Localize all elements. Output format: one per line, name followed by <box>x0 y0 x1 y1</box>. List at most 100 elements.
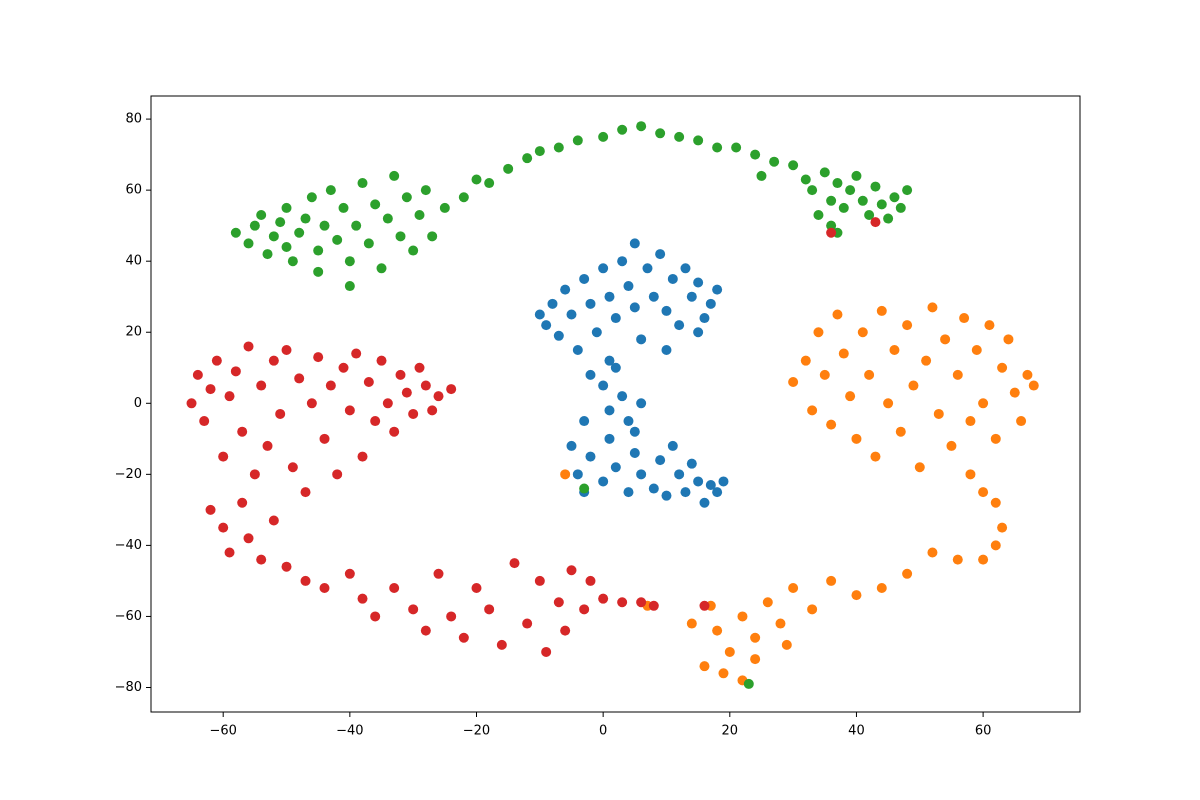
scatter-point <box>484 604 495 615</box>
scatter-point <box>788 160 799 171</box>
scatter-point <box>446 611 457 622</box>
scatter-point <box>420 625 431 636</box>
scatter-point <box>357 178 368 189</box>
scatter-point <box>572 345 583 356</box>
scatter-point <box>598 593 609 604</box>
scatter-point <box>534 146 545 157</box>
x-tick-label: 40 <box>848 724 865 739</box>
scatter-point <box>205 504 216 515</box>
scatter-point <box>541 320 552 331</box>
scatter-point <box>705 479 716 490</box>
scatter-point <box>978 487 989 498</box>
scatter-point <box>889 192 900 203</box>
scatter-point <box>914 462 925 473</box>
scatter-point <box>857 195 868 206</box>
scatter-point <box>363 238 374 249</box>
scatter-point <box>541 646 552 657</box>
scatter-point <box>237 426 248 437</box>
scatter-point <box>566 309 577 320</box>
x-tick-label: 60 <box>975 724 992 739</box>
scatter-point <box>845 391 856 402</box>
scatter-point <box>851 433 862 444</box>
scatter-point <box>338 362 349 373</box>
y-tick-label: −60 <box>115 609 142 624</box>
scatter-point <box>408 604 419 615</box>
scatter-point <box>256 380 267 391</box>
scatter-point <box>876 199 887 210</box>
scatter-point <box>693 327 704 338</box>
scatter-point <box>826 195 837 206</box>
scatter-point <box>819 167 830 178</box>
y-tick-label: 20 <box>125 325 142 340</box>
scatter-point <box>287 256 298 267</box>
scatter-point <box>876 305 887 316</box>
scatter-point <box>870 181 881 192</box>
scatter-point <box>389 170 400 181</box>
scatter-point <box>344 405 355 416</box>
scatter-point <box>598 476 609 487</box>
scatter-point <box>218 522 229 533</box>
scatter-point <box>617 597 628 608</box>
scatter-point <box>636 398 647 409</box>
scatter-point <box>674 469 685 480</box>
scatter-point <box>617 124 628 135</box>
scatter-point <box>940 334 951 345</box>
scatter-point <box>566 440 577 451</box>
scatter-point <box>389 583 400 594</box>
scatter-point <box>572 469 583 480</box>
scatter-point <box>693 135 704 146</box>
scatter-point <box>256 210 267 221</box>
scatter-point <box>750 654 761 665</box>
scatter-point <box>579 483 590 494</box>
scatter-point <box>522 153 533 164</box>
scatter-point <box>623 281 634 292</box>
scatter-point <box>978 554 989 565</box>
scatter-point <box>458 192 469 203</box>
scatter-point <box>433 391 444 402</box>
scatter-point <box>724 646 735 657</box>
plot-area <box>186 121 1039 689</box>
scatter-point <box>819 369 830 380</box>
scatter-point <box>946 440 957 451</box>
scatter-point <box>363 376 374 387</box>
scatter-point <box>623 487 634 498</box>
scatter-point <box>629 302 640 313</box>
scatter-point <box>902 568 913 579</box>
scatter-point <box>357 593 368 604</box>
scatter-point <box>750 632 761 643</box>
scatter-point <box>883 398 894 409</box>
scatter-point <box>249 469 260 480</box>
scatter-point <box>718 476 729 487</box>
scatter-point <box>325 380 336 391</box>
scatter-point <box>845 185 856 196</box>
scatter-point <box>743 678 754 689</box>
scatter-point <box>496 639 507 650</box>
y-tick-label: −80 <box>115 680 142 695</box>
scatter-point <box>933 408 944 419</box>
scatter-point <box>997 522 1008 533</box>
scatter-point <box>287 462 298 473</box>
scatter-point <box>775 618 786 629</box>
scatter-point <box>731 142 742 153</box>
scatter-point <box>313 266 324 277</box>
scatter-point <box>420 380 431 391</box>
scatter-point <box>604 355 615 366</box>
scatter-point <box>978 398 989 409</box>
scatter-point <box>224 547 235 558</box>
scatter-point <box>401 192 412 203</box>
scatter-point <box>553 142 564 153</box>
scatter-point <box>699 600 710 611</box>
scatter-point <box>990 540 1001 551</box>
scatter-point <box>921 355 932 366</box>
scatter-point <box>895 426 906 437</box>
scatter-point <box>275 217 286 228</box>
scatter-point <box>509 558 520 569</box>
scatter-point <box>237 497 248 508</box>
scatter-point <box>370 416 381 427</box>
scatter-point <box>205 384 216 395</box>
scatter-point <box>211 355 222 366</box>
scatter-point <box>667 273 678 284</box>
scatter-point <box>192 369 203 380</box>
axes-frame <box>150 95 1081 713</box>
scatter-point <box>414 362 425 373</box>
